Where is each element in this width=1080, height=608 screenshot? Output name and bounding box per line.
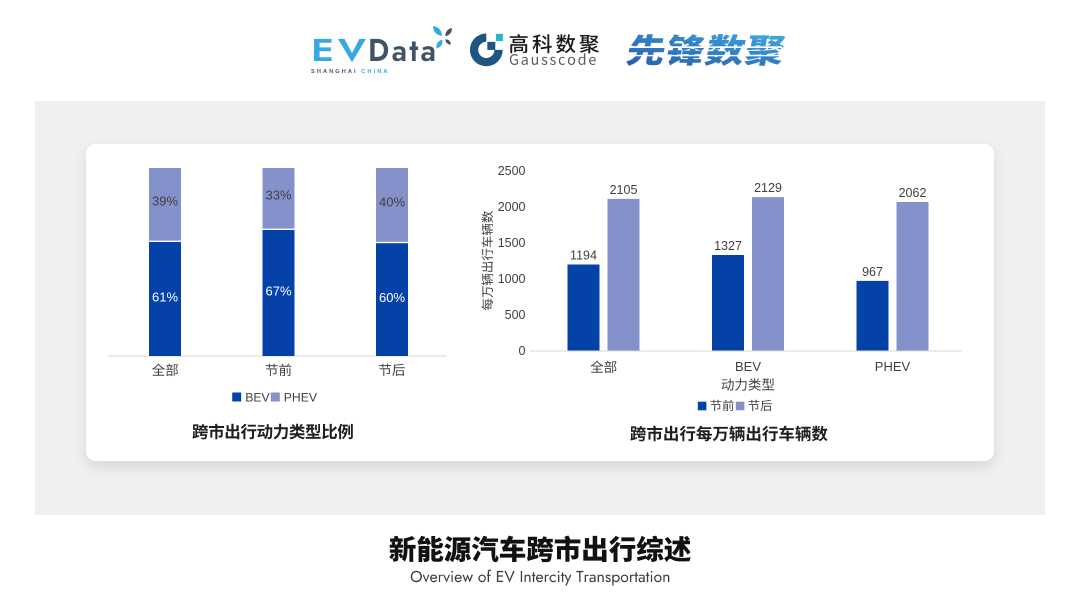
svg-text:60%: 60% — [379, 290, 405, 305]
svg-text:PHEV: PHEV — [284, 391, 318, 405]
svg-text:PHEV: PHEV — [875, 359, 911, 374]
svg-text:2500: 2500 — [498, 164, 526, 178]
svg-text:1500: 1500 — [498, 236, 526, 250]
svg-text:2129: 2129 — [754, 181, 782, 195]
svg-text:1327: 1327 — [714, 239, 742, 253]
svg-text:33%: 33% — [265, 188, 291, 203]
svg-text:2105: 2105 — [610, 183, 638, 197]
svg-text:39%: 39% — [152, 194, 178, 209]
svg-text:61%: 61% — [152, 290, 178, 305]
svg-text:0: 0 — [519, 344, 526, 358]
svg-text:967: 967 — [862, 265, 883, 279]
svg-text:40%: 40% — [379, 194, 405, 209]
svg-text:BEV: BEV — [245, 391, 270, 405]
svg-text:BEV: BEV — [735, 359, 761, 374]
svg-text:500: 500 — [505, 308, 526, 322]
svg-text:SHANGHAI CHINA: SHANGHAI CHINA — [311, 69, 390, 75]
svg-text:1000: 1000 — [498, 272, 526, 286]
svg-text:1194: 1194 — [570, 249, 597, 263]
svg-text:2062: 2062 — [899, 186, 927, 200]
svg-text:2000: 2000 — [498, 200, 526, 214]
svg-text:67%: 67% — [265, 284, 291, 299]
